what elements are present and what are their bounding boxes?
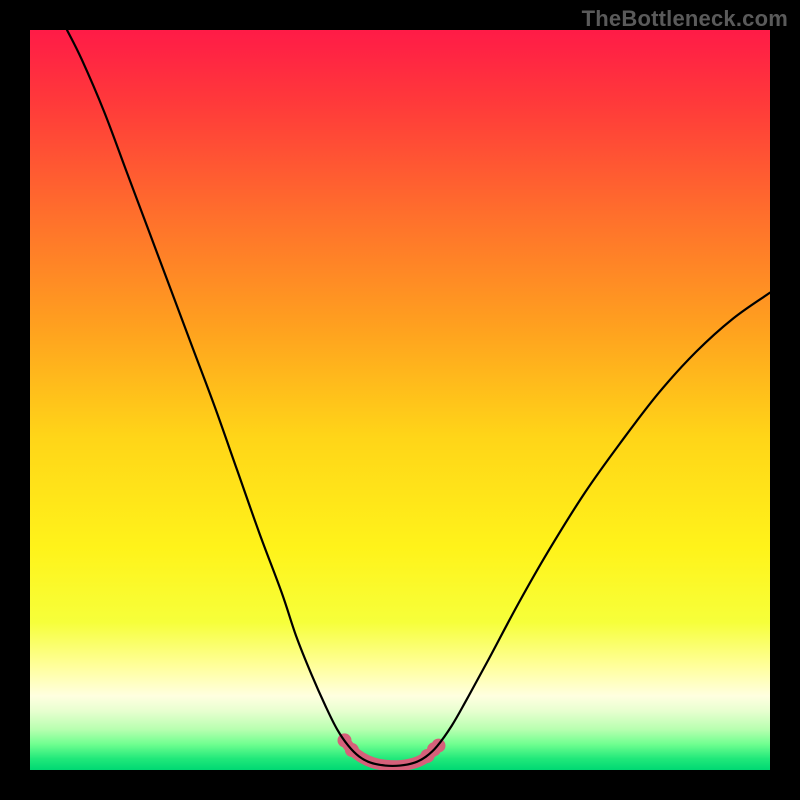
plot-svg <box>30 30 770 770</box>
plot-area <box>30 30 770 770</box>
watermark-text: TheBottleneck.com <box>582 6 788 32</box>
gradient-background <box>30 30 770 770</box>
chart-container: TheBottleneck.com <box>0 0 800 800</box>
